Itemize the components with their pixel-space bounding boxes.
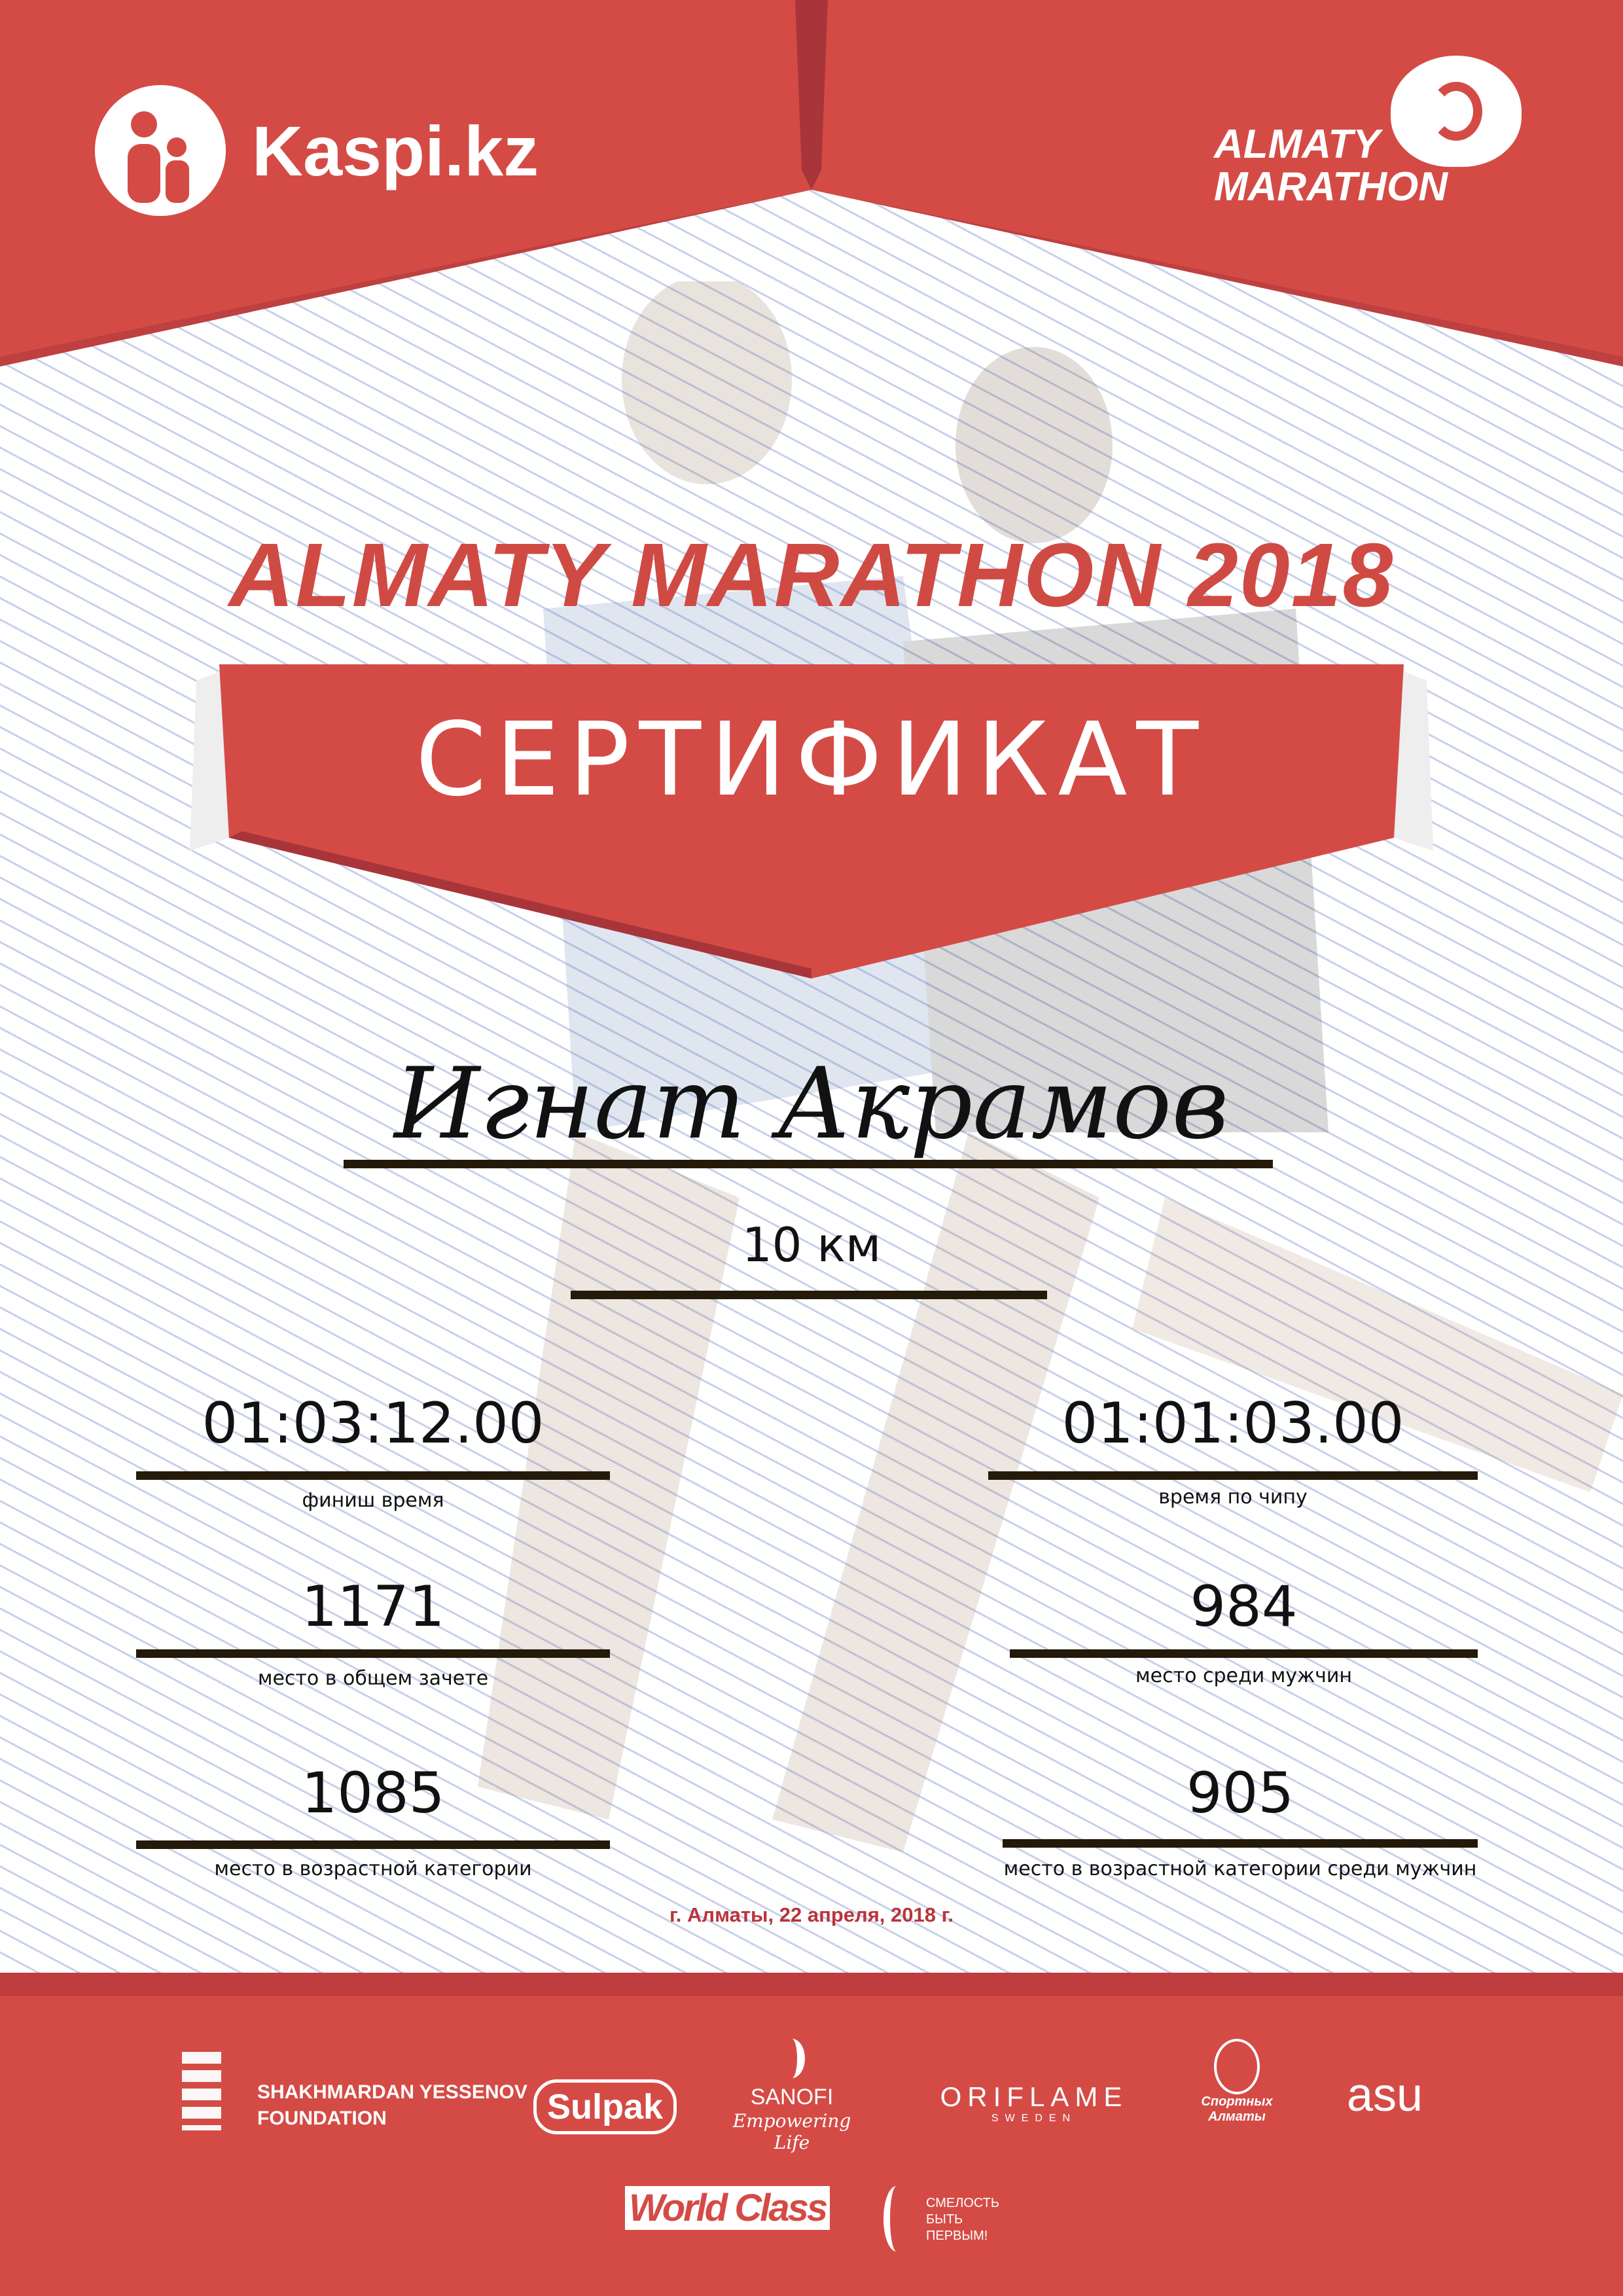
- men-place-label: место среди мужчин: [1135, 1664, 1352, 1687]
- sport-almaty-logo: Спортных Алматы: [1201, 2039, 1273, 2125]
- fund-figure-icon: [883, 2186, 910, 2251]
- header-band: [0, 0, 1623, 367]
- chip-time-label: время по чипу: [1158, 1486, 1308, 1509]
- sanofi-logo: SANOFI Empowering Life: [726, 2039, 857, 2153]
- participant-name: Игнат Акрамов: [394, 1047, 1229, 1161]
- logo-line-1: ALMATY: [1214, 122, 1380, 167]
- finish-time-value: 01:03:12.00: [202, 1391, 544, 1456]
- certificate-banner: [190, 664, 1433, 978]
- logo-line-2: MARATHON: [1214, 164, 1448, 209]
- age-place-label: место в возрастной категории: [214, 1857, 532, 1880]
- finish-time-line: [136, 1471, 610, 1480]
- kaspi-logo: Kaspi.kz: [95, 85, 539, 216]
- distance-underline: [571, 1291, 1047, 1299]
- name-underline: [344, 1160, 1273, 1168]
- sponsor-footer: [0, 1973, 1623, 2296]
- age-men-place-value: 905: [1186, 1761, 1294, 1826]
- event-title: ALMATY MARATHON 2018: [228, 525, 1395, 626]
- chip-time-line: [988, 1471, 1478, 1480]
- age-place-line: [136, 1840, 610, 1849]
- worldclass-logo: World Class: [625, 2186, 830, 2230]
- kaspi-wordmark: Kaspi.kz: [252, 111, 539, 190]
- sulpak-logo: Sulpak: [533, 2079, 677, 2134]
- almaty-marathon-logo: ALMATY MARATHON: [1214, 56, 1528, 213]
- sport-almaty-emblem: [1214, 2039, 1260, 2094]
- kaspi-icon: [95, 85, 226, 216]
- date-line: г. Алматы, 22 апреля, 2018 г.: [669, 1903, 954, 1926]
- finish-time-label: финиш время: [302, 1489, 444, 1512]
- certificate-heading: СЕРТИФИКАТ: [415, 700, 1208, 819]
- overall-place-value: 1171: [301, 1574, 445, 1640]
- distance-value: 10 км: [741, 1217, 882, 1272]
- men-place-value: 984: [1190, 1574, 1298, 1640]
- striped-background: [0, 0, 1623, 1973]
- chip-time-value: 01:01:03.00: [1061, 1391, 1404, 1456]
- oriflame-logo: ORIFLAME SWEDEN: [940, 2081, 1128, 2124]
- overall-place-line: [136, 1649, 610, 1658]
- age-men-place-label: место в возрастной категории среди мужчи…: [1003, 1857, 1477, 1880]
- asu-logo: asu: [1347, 2069, 1423, 2121]
- age-place-value: 1085: [301, 1761, 445, 1826]
- age-men-place-line: [1003, 1839, 1478, 1848]
- overall-place-label: место в общем зачете: [257, 1667, 489, 1690]
- men-place-line: [1010, 1649, 1478, 1658]
- yessenov-icon: [182, 2052, 221, 2130]
- sanofi-bird-icon: [779, 2039, 805, 2078]
